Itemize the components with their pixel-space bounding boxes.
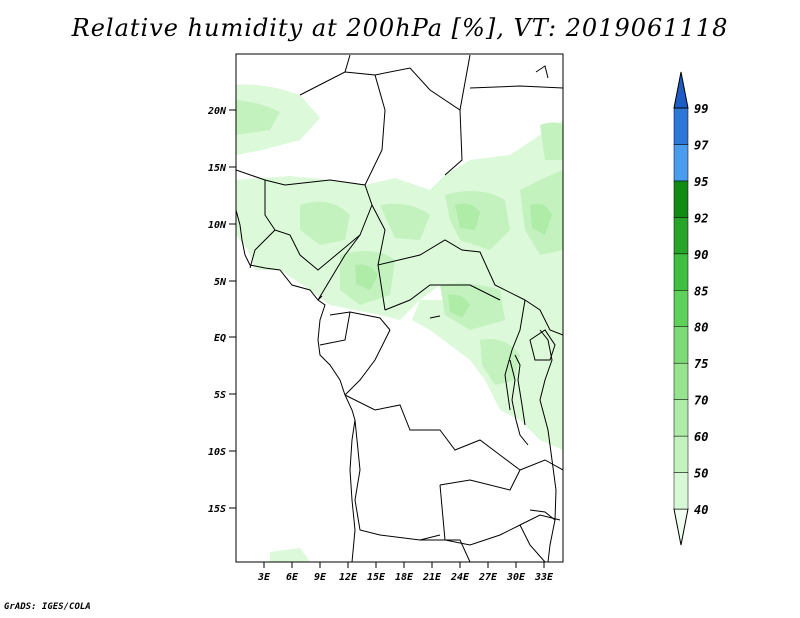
colorbar-swatch xyxy=(673,180,689,218)
lat-tick-label: 10S xyxy=(208,447,226,458)
lat-tick-label: EQ xyxy=(214,333,226,344)
colorbar-swatch xyxy=(673,435,689,473)
lon-tick-label: 33E xyxy=(534,572,554,583)
lon-tick-label: 12E xyxy=(339,572,358,583)
colorbar-level-label: 95 xyxy=(694,175,708,189)
lon-tick-label: 24E xyxy=(450,572,470,583)
colorbar-level-label: 70 xyxy=(694,394,708,408)
lon-tick-label: 30E xyxy=(506,572,526,583)
colorbar-level-label: 85 xyxy=(694,284,708,298)
colorbar-level-label: 50 xyxy=(694,467,708,481)
colorbar-level-label: 60 xyxy=(694,430,708,444)
colorbar-level-label: 40 xyxy=(694,503,708,517)
lon-tick-label: 15E xyxy=(367,572,386,583)
colorbar-level-label: 92 xyxy=(694,211,708,225)
colorbar-level-label: 90 xyxy=(694,248,708,262)
plot-title: Relative humidity at 200hPa [%], VT: 201… xyxy=(71,14,729,42)
credit-label: GrADS: IGES/COLA xyxy=(4,602,91,612)
lon-tick-label: 27E xyxy=(478,572,498,583)
colorbar-swatch xyxy=(673,253,689,291)
lon-tick-label: 6E xyxy=(286,572,299,583)
lat-tick-label: 20N xyxy=(207,106,227,117)
lat-tick-label: 5S xyxy=(214,390,226,401)
lon-tick-label: 3E xyxy=(257,572,271,583)
colorbar-swatch xyxy=(673,399,689,437)
colorbar: 40 50 60 70 75 80 85 90 92 95 97 99 xyxy=(673,71,709,546)
lat-tick-label: 5N xyxy=(214,277,227,288)
lat-tick-label: 15N xyxy=(208,163,227,174)
map-frame xyxy=(235,53,564,563)
colorbar-level-label: 80 xyxy=(694,321,708,335)
humidity-shading xyxy=(236,84,563,562)
lat-axis: 20N 15N 10N 5N EQ 5S 10S 15S xyxy=(207,106,236,515)
colorbar-swatch xyxy=(673,472,689,510)
coastline xyxy=(236,65,557,562)
colorbar-swatch xyxy=(673,362,689,400)
colorbar-swatch xyxy=(673,107,689,145)
colorbar-level-label: 97 xyxy=(694,138,709,152)
colorbar-level-label: 75 xyxy=(694,357,708,371)
lon-tick-label: 9E xyxy=(314,572,327,583)
lat-tick-label: 10N xyxy=(208,220,227,231)
lon-tick-label: 21E xyxy=(422,572,442,583)
colorbar-swatch xyxy=(673,290,689,327)
colorbar-swatch xyxy=(673,144,689,182)
country-boundaries xyxy=(236,54,563,562)
colorbar-swatch xyxy=(673,217,689,255)
colorbar-level-label: 99 xyxy=(694,102,708,116)
colorbar-upper-arrow xyxy=(673,71,689,109)
lon-axis: 3E 6E 9E 12E 15E 18E 21E 24E 27E 30E 33E xyxy=(257,562,554,583)
colorbar-lower-arrow xyxy=(673,508,689,546)
colorbar-swatch xyxy=(673,326,689,364)
lat-tick-label: 15S xyxy=(208,504,226,515)
lon-tick-label: 18E xyxy=(395,572,414,583)
